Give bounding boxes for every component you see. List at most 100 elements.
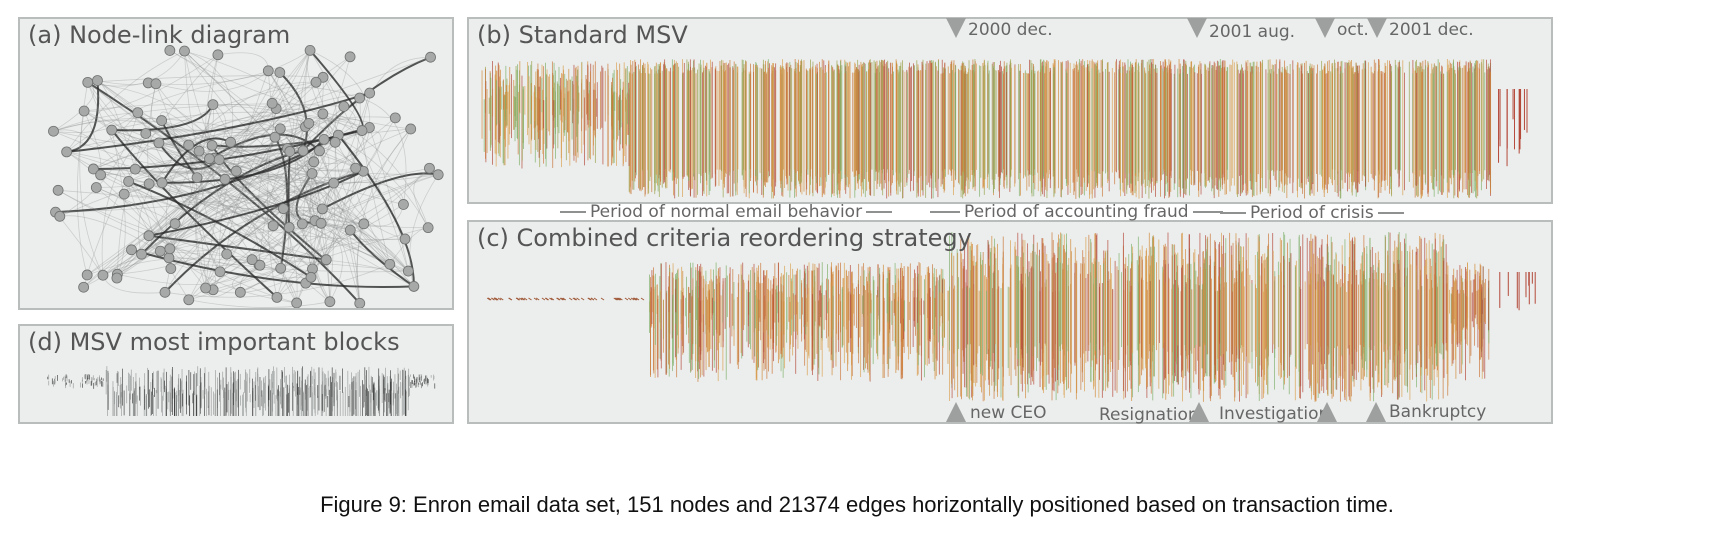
marker-2001-dec-triangle (1367, 18, 1387, 38)
node (277, 203, 289, 215)
edge (279, 117, 295, 149)
edge (236, 143, 304, 172)
edge (283, 192, 327, 210)
period-crisis-label: Period of crisis (1250, 203, 1374, 223)
edge (158, 142, 220, 170)
edge (281, 223, 303, 304)
reorder-dash (587, 297, 591, 301)
edge (280, 50, 311, 269)
node (306, 168, 318, 179)
reorder-dash (616, 297, 621, 301)
node (126, 244, 137, 256)
event-investigation: Investigation (1219, 404, 1330, 424)
reorder-dash (600, 297, 605, 301)
node (179, 45, 190, 57)
node (304, 45, 316, 56)
edge (267, 70, 296, 228)
edge (111, 104, 214, 132)
node (364, 87, 376, 99)
edge (128, 180, 312, 279)
reorder-dash (572, 297, 577, 301)
edge (266, 136, 303, 225)
edge (188, 144, 331, 302)
node (214, 266, 226, 278)
edge (87, 81, 361, 304)
node (140, 128, 152, 139)
node-link-diagram (48, 45, 444, 308)
edge (53, 129, 129, 182)
edge (117, 208, 284, 275)
node (164, 45, 176, 56)
node (48, 125, 59, 137)
panel-d-title: (d) MSV most important blocks (28, 328, 400, 356)
node (422, 222, 434, 234)
edge (165, 150, 200, 258)
panel-c-title: (c) Combined criteria reordering strateg… (477, 224, 972, 252)
node (132, 107, 144, 119)
reorder-dash (528, 297, 532, 301)
marker-2001-aug-triangle (1187, 18, 1207, 38)
event-bankruptcy: Bankruptcy (1389, 402, 1487, 422)
node (221, 248, 233, 260)
reorder-dash (545, 297, 549, 301)
node (97, 269, 109, 281)
edge (135, 168, 237, 174)
edge (356, 223, 365, 304)
node (303, 118, 315, 129)
edge (217, 52, 269, 71)
edge (205, 174, 439, 289)
edge (148, 170, 364, 237)
edge (162, 138, 325, 184)
node (92, 75, 103, 86)
edge (279, 71, 309, 152)
node (193, 145, 205, 157)
edge (349, 229, 415, 288)
panel-node-link: (a) Node-link diagram (18, 17, 454, 310)
reorder-dash (568, 297, 573, 301)
node (318, 133, 330, 145)
edge (160, 250, 409, 272)
node (344, 224, 356, 236)
edge (240, 182, 335, 293)
node (432, 169, 444, 181)
edge (322, 204, 404, 227)
node (169, 218, 181, 230)
reorder-dash (515, 297, 520, 301)
edge (135, 168, 429, 229)
edge (141, 182, 334, 255)
edge (188, 115, 309, 146)
node (156, 177, 168, 189)
reorder-dash (562, 297, 567, 301)
node (118, 188, 130, 200)
edge (93, 168, 409, 272)
node (254, 259, 266, 271)
event-bankruptcy-triangle (1366, 402, 1386, 422)
edge (211, 145, 364, 172)
node (405, 123, 417, 135)
edge (111, 129, 391, 265)
edge (66, 92, 370, 153)
edge (93, 81, 317, 170)
edge (59, 112, 139, 217)
edge (168, 257, 253, 266)
reorder-dash (613, 297, 618, 301)
edge (87, 223, 364, 276)
node (262, 65, 274, 77)
marker-2000-dec: 2000 dec. (968, 20, 1053, 40)
reorder-dash (533, 297, 538, 301)
reorder-dash (580, 297, 585, 301)
node (297, 145, 309, 157)
edge (148, 183, 323, 212)
node (356, 125, 368, 136)
edge (224, 116, 396, 180)
reorder-dash (614, 297, 619, 301)
standard-msv-plot (481, 59, 1528, 199)
edge (84, 104, 370, 128)
edge (161, 137, 232, 184)
edge (333, 182, 361, 304)
reorder-dash (521, 297, 526, 301)
edge (135, 157, 237, 172)
edge (258, 136, 276, 227)
edge (111, 111, 363, 131)
period-crisis: Period of crisis (1220, 203, 1404, 223)
